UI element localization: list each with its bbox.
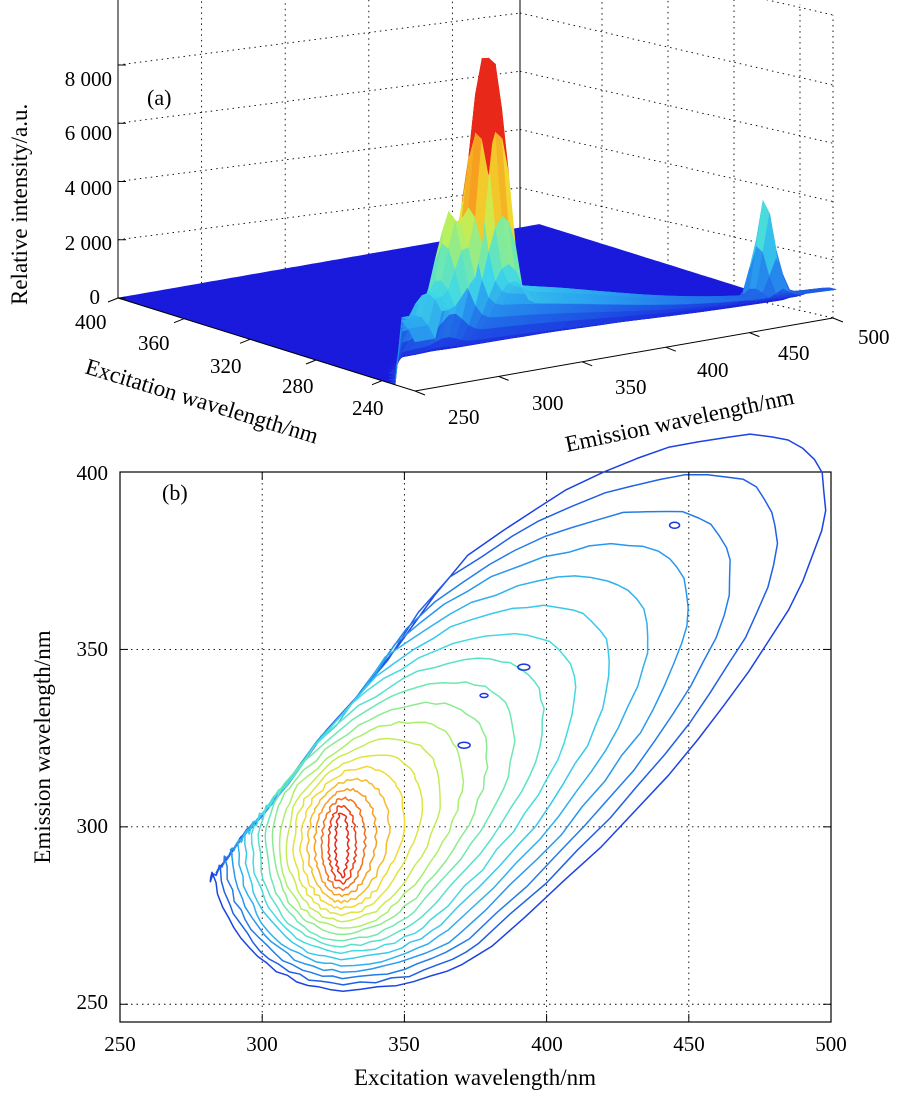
emission-y-tick-label-400: 400 <box>77 461 109 485</box>
contour-level-13 <box>299 765 406 910</box>
contour-level-12 <box>292 754 424 917</box>
contour-level-18 <box>333 812 350 879</box>
contour-level-9 <box>271 701 489 936</box>
excitation-tick-mark <box>107 297 119 303</box>
excitation-tick-label-280: 280 <box>282 374 314 398</box>
contour-level-3 <box>229 542 689 974</box>
surface-facet <box>823 287 837 291</box>
excitation-x-tick-label-300: 300 <box>246 1032 278 1056</box>
emission-tick-mark <box>498 375 509 381</box>
z-gridline-right <box>519 12 834 86</box>
excitation-axis-line <box>117 297 416 392</box>
z-gridline-right <box>519 187 834 261</box>
emission-tick-label-350: 350 <box>615 375 647 399</box>
excitation-tick-mark <box>239 338 251 344</box>
contour-level-6 <box>250 632 577 955</box>
z-gridline-back <box>117 12 521 66</box>
z-tick-label-0: 0 <box>90 285 101 309</box>
contour-panel: (b) 250 300 350 400 250 300 350 400 450 … <box>30 433 847 1090</box>
emission-tick-label-300: 300 <box>532 391 564 415</box>
z-tick-label-3: 6 000 <box>65 121 112 145</box>
emission-tick-mark <box>832 317 844 323</box>
emission-tick-mark <box>582 361 593 367</box>
z-gridline-back <box>117 129 521 182</box>
contour-level-0 <box>209 433 827 992</box>
z-tick-label-2: 4 000 <box>65 176 112 200</box>
contour-y-axis-label: Emission wavelength/nm <box>30 630 55 863</box>
emission-y-tick-label-250: 250 <box>77 990 109 1014</box>
contour-x-axis-label: Excitation wavelength/nm <box>354 1065 596 1090</box>
contour-level-7 <box>257 657 545 948</box>
emission-y-tick-label-300: 300 <box>77 814 109 838</box>
excitation-x-tick-label-350: 350 <box>388 1032 420 1056</box>
contour-level-5 <box>244 604 610 961</box>
contour-tick-marks <box>119 471 832 1022</box>
contour-level-11 <box>285 737 441 923</box>
contour-gridlines <box>120 472 831 1022</box>
excitation-tick-label-360: 360 <box>138 331 170 355</box>
contour-level-10 <box>278 720 465 929</box>
panel-a-label: (a) <box>147 85 171 110</box>
excitation-tick-label-320: 320 <box>210 354 242 378</box>
emission-axis-line <box>414 317 834 392</box>
z-gridline-right <box>519 129 834 202</box>
excitation-axis-label: Excitation wavelength/nm <box>83 354 322 449</box>
emission-tick-label-400: 400 <box>697 358 729 382</box>
contour-level-14 <box>306 777 391 904</box>
z-tick-label-4: 8 000 <box>65 67 112 91</box>
surface-tick-marks <box>107 64 844 396</box>
contour-island <box>479 692 489 699</box>
surface-gridlines <box>117 0 834 318</box>
emission-tick-mark <box>665 346 676 352</box>
surface-mesh <box>117 57 837 386</box>
panel-b-label: (b) <box>162 480 188 505</box>
emission-tick-label-450: 450 <box>778 341 810 365</box>
excitation-tick-mark <box>173 318 185 324</box>
z-gridline-back <box>117 70 521 124</box>
z-gridline-right <box>519 70 834 144</box>
contour-plot-frame <box>119 471 832 1023</box>
excitation-x-tick-label-500: 500 <box>815 1032 847 1056</box>
contour-level-1 <box>215 473 779 986</box>
surface-panel: (a) 0 2 000 4 000 6 000 8 000 400 360 32… <box>7 0 890 457</box>
excitation-tick-label-240: 240 <box>352 396 384 420</box>
contour-lines <box>209 433 827 992</box>
emission-tick-label-500: 500 <box>858 325 890 349</box>
excitation-x-tick-label-250: 250 <box>104 1032 136 1056</box>
excitation-tick-mark <box>305 359 317 365</box>
emission-y-tick-label-350: 350 <box>77 637 109 661</box>
contour-level-4 <box>237 575 649 967</box>
excitation-x-tick-label-400: 400 <box>531 1032 563 1056</box>
z-tick-label-1: 2 000 <box>65 231 112 255</box>
emission-tick-label-250: 250 <box>448 405 480 429</box>
contour-level-15 <box>313 787 378 898</box>
emission-tick-mark <box>749 332 760 338</box>
box-edge-dotted <box>765 0 834 16</box>
contour-island <box>517 663 531 671</box>
excitation-tick-label-400: 400 <box>75 310 107 334</box>
contour-island <box>457 741 471 749</box>
contour-level-17 <box>327 804 358 885</box>
z-axis-label: Relative intensity/a.u. <box>7 104 32 305</box>
excitation-x-tick-label-450: 450 <box>673 1032 705 1056</box>
emission-tick-mark <box>414 390 426 396</box>
contour-level-2 <box>223 510 731 980</box>
contour-level-16 <box>320 796 367 892</box>
excitation-tick-mark <box>371 380 383 386</box>
contour-island <box>668 521 681 529</box>
contour-level-8 <box>264 681 516 942</box>
